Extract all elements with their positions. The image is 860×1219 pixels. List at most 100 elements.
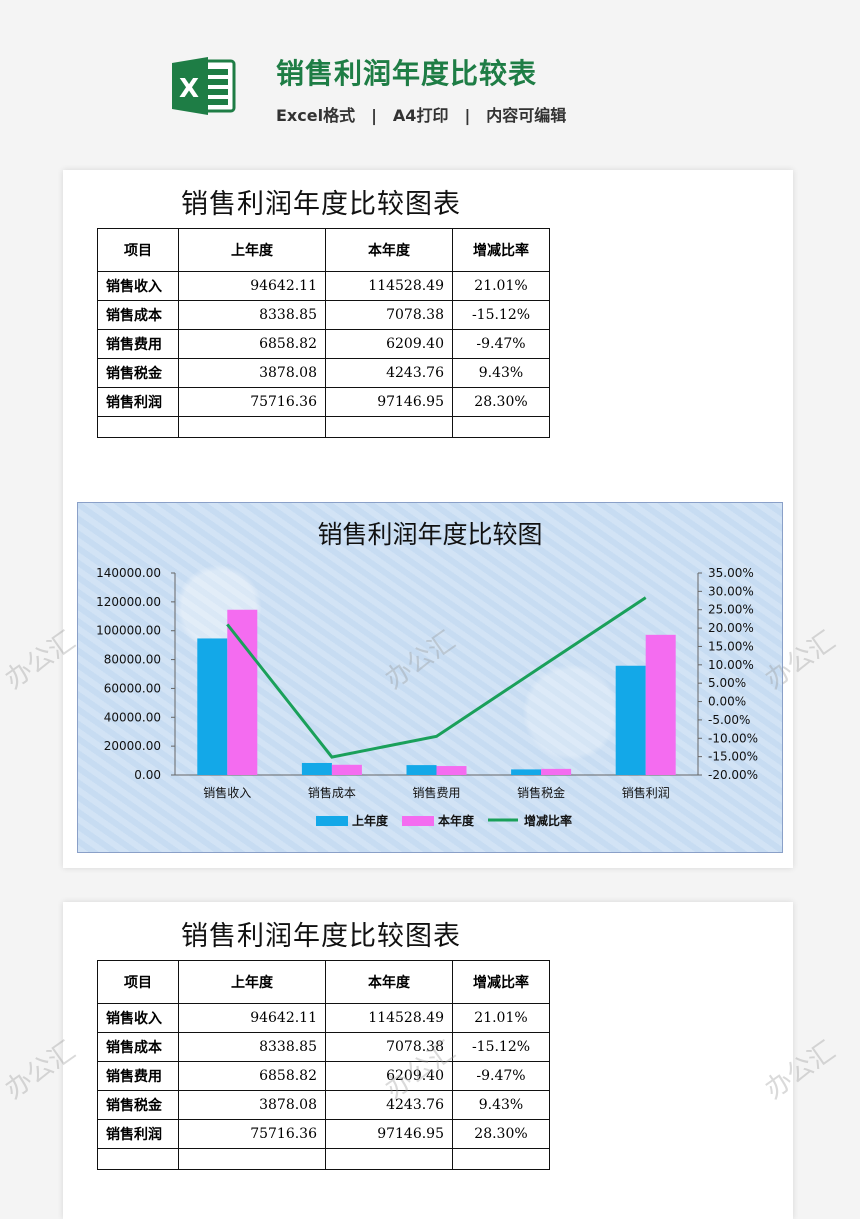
row-ratio: 21.01%: [452, 271, 550, 301]
row-curr: 114528.49: [325, 271, 453, 301]
x-category-label: 销售税金: [517, 785, 565, 800]
col-header-item: 项目: [97, 228, 179, 272]
page-header: X 销售利润年度比较表 Excel格式 | A4打印 | 内容可编辑: [0, 0, 860, 150]
x-category-label: 销售成本: [308, 785, 356, 800]
excel-icon: X: [172, 57, 236, 115]
sheet-preview-1: 销售利润年度比较图表 项目 上年度 本年度 增减比率 销售收入 94642.11…: [63, 170, 793, 868]
row-ratio: 28.30%: [452, 1119, 550, 1149]
y2-tick-label: -10.00%: [708, 731, 758, 745]
col-header-prev: 上年度: [178, 228, 326, 272]
row-name: 销售收入: [97, 271, 179, 301]
y2-tick-label: 30.00%: [708, 584, 754, 598]
col-header-ratio: 增减比率: [452, 228, 550, 272]
row-ratio: -15.12%: [452, 300, 550, 330]
y-tick-label: 80000.00: [104, 653, 161, 667]
table-row: 销售收入 94642.11 114528.49 21.01%: [97, 1003, 550, 1033]
x-category-label: 销售费用: [412, 785, 460, 800]
bar-curr: [645, 634, 676, 775]
legend-label: 增减比率: [524, 813, 572, 828]
col-header-item: 项目: [97, 960, 179, 1004]
row-curr: 97146.95: [325, 1119, 453, 1149]
bar-curr: [331, 764, 362, 775]
table-row: 销售费用 6858.82 6209.40 -9.47%: [97, 329, 550, 359]
svg-text:X: X: [179, 74, 199, 104]
row-prev: 8338.85: [178, 300, 326, 330]
ratio-line: [226, 596, 647, 759]
y2-tick-label: 10.00%: [708, 658, 754, 672]
y2-tick-label: 5.00%: [708, 676, 746, 690]
legend-label: 本年度: [438, 813, 475, 828]
format-label: Excel格式: [276, 106, 356, 125]
row-name: 销售税金: [97, 1090, 179, 1120]
table-header-row: 项目 上年度 本年度 增减比率: [97, 960, 550, 1004]
row-curr: 7078.38: [325, 300, 453, 330]
page-title: 销售利润年度比较表: [276, 57, 538, 90]
editable-label: 内容可编辑: [486, 106, 567, 125]
table-header-row: 项目 上年度 本年度 增减比率: [97, 228, 550, 272]
sheet-title: 销售利润年度比较图表: [181, 921, 461, 952]
row-ratio: -9.47%: [452, 329, 550, 359]
format-info: Excel格式 | A4打印 | 内容可编辑: [276, 102, 566, 126]
row-curr: 114528.49: [325, 1003, 453, 1033]
row-prev: 8338.85: [178, 1032, 326, 1062]
table-row: 销售税金 3878.08 4243.76 9.43%: [97, 358, 550, 388]
empty-cell: [178, 1148, 326, 1170]
y-tick-label: 140000.00: [96, 566, 161, 580]
y2-tick-label: -20.00%: [708, 768, 758, 782]
row-prev: 75716.36: [178, 1119, 326, 1149]
empty-cell: [452, 1148, 550, 1170]
y2-tick-label: -5.00%: [708, 713, 750, 727]
empty-cell: [325, 416, 453, 438]
y-tick-label: 100000.00: [96, 624, 161, 638]
bar-prev: [197, 638, 228, 775]
row-name: 销售费用: [97, 329, 179, 359]
row-prev: 6858.82: [178, 1061, 326, 1091]
row-name: 销售税金: [97, 358, 179, 388]
row-ratio: -15.12%: [452, 1032, 550, 1062]
row-prev: 94642.11: [178, 1003, 326, 1033]
bar-prev: [511, 769, 542, 775]
col-header-curr: 本年度: [325, 228, 453, 272]
y-tick-label: 60000.00: [104, 681, 161, 695]
col-header-ratio: 增减比率: [452, 960, 550, 1004]
y2-tick-label: 35.00%: [708, 566, 754, 580]
row-prev: 94642.11: [178, 271, 326, 301]
col-header-curr: 本年度: [325, 960, 453, 1004]
table-row: 销售利润 75716.36 97146.95 28.30%: [97, 1119, 550, 1149]
y-tick-label: 0.00: [134, 768, 161, 782]
legend-label: 上年度: [352, 813, 389, 828]
row-name: 销售成本: [97, 1032, 179, 1062]
empty-cell: [325, 1148, 453, 1170]
table-row: 销售成本 8338.85 7078.38 -15.12%: [97, 1032, 550, 1062]
sheet-title: 销售利润年度比较图表: [181, 189, 461, 220]
y2-tick-label: 20.00%: [708, 621, 754, 635]
chart-title: 销售利润年度比较图: [317, 520, 542, 549]
bar-curr: [541, 768, 572, 775]
empty-cell: [452, 416, 550, 438]
legend-swatch-prev: [316, 816, 348, 826]
bar-prev: [301, 762, 332, 775]
legend-swatch-curr: [402, 816, 434, 826]
y-tick-label: 20000.00: [104, 739, 161, 753]
table-row: 销售税金 3878.08 4243.76 9.43%: [97, 1090, 550, 1120]
row-ratio: 9.43%: [452, 1090, 550, 1120]
table-row: 销售成本 8338.85 7078.38 -15.12%: [97, 300, 550, 330]
bar-curr: [436, 766, 467, 775]
combo-chart: 销售利润年度比较图 140000.00 120000.00 100000.00 800…: [77, 502, 783, 853]
empty-cell: [178, 416, 326, 438]
y2-tick-label: 15.00%: [708, 639, 754, 653]
x-category-label: 销售收入: [203, 785, 251, 800]
table-row-empty: [97, 1148, 550, 1170]
row-curr: 97146.95: [325, 387, 453, 417]
row-prev: 3878.08: [178, 1090, 326, 1120]
chart-canvas: 销售利润年度比较图 140000.00 120000.00 100000.00 800…: [96, 520, 758, 828]
y2-tick-label: 0.00%: [708, 695, 746, 709]
row-name: 销售利润: [97, 387, 179, 417]
separator: |: [464, 106, 471, 125]
row-prev: 6858.82: [178, 329, 326, 359]
comparison-table: 项目 上年度 本年度 增减比率 销售收入 94642.11 114528.49 …: [97, 228, 550, 438]
row-ratio: 9.43%: [452, 358, 550, 388]
y-tick-label: 120000.00: [96, 595, 161, 609]
table-row: 销售费用 6858.82 6209.40 -9.47%: [97, 1061, 550, 1091]
row-name: 销售成本: [97, 300, 179, 330]
